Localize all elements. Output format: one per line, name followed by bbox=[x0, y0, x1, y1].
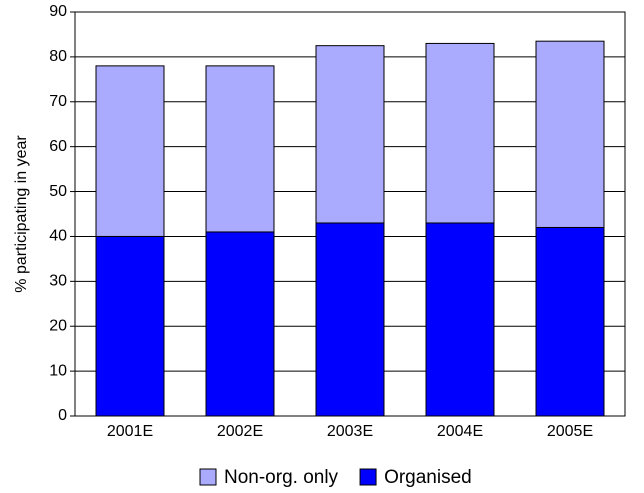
y-tick-label: 90 bbox=[49, 3, 67, 20]
y-tick-label: 10 bbox=[49, 362, 67, 379]
x-tick-label: 2003E bbox=[327, 423, 373, 440]
legend-label: Non-org. only bbox=[224, 467, 339, 488]
y-tick-label: 70 bbox=[49, 93, 67, 110]
y-tick-label: 50 bbox=[49, 183, 67, 200]
x-tick-label: 2004E bbox=[437, 423, 483, 440]
legend-label: Organised bbox=[384, 467, 472, 488]
bar-segment bbox=[315, 45, 385, 224]
bar-segment bbox=[315, 222, 385, 417]
x-tick-label: 2002E bbox=[217, 423, 263, 440]
y-tick-label: 40 bbox=[49, 228, 67, 245]
bar-segment bbox=[535, 226, 605, 417]
x-tick-label: 2001E bbox=[107, 423, 153, 440]
y-tick-label: 60 bbox=[49, 138, 67, 155]
bar-segment bbox=[95, 235, 165, 417]
y-tick-label: 0 bbox=[58, 407, 67, 424]
y-tick-label: 20 bbox=[49, 317, 67, 334]
bar-segment bbox=[95, 65, 165, 237]
y-tick-label: 30 bbox=[49, 273, 67, 290]
legend-swatch bbox=[359, 468, 377, 486]
y-axis-label: % participating in year bbox=[13, 135, 30, 293]
bar-segment bbox=[205, 65, 275, 233]
x-tick-label: 2005E bbox=[547, 423, 593, 440]
bar-segment bbox=[425, 222, 495, 417]
bar-segment bbox=[205, 231, 275, 417]
legend-swatch bbox=[199, 468, 217, 486]
bar-segment bbox=[535, 40, 605, 228]
bar-segment bbox=[425, 42, 495, 224]
y-tick-label: 80 bbox=[49, 48, 67, 65]
